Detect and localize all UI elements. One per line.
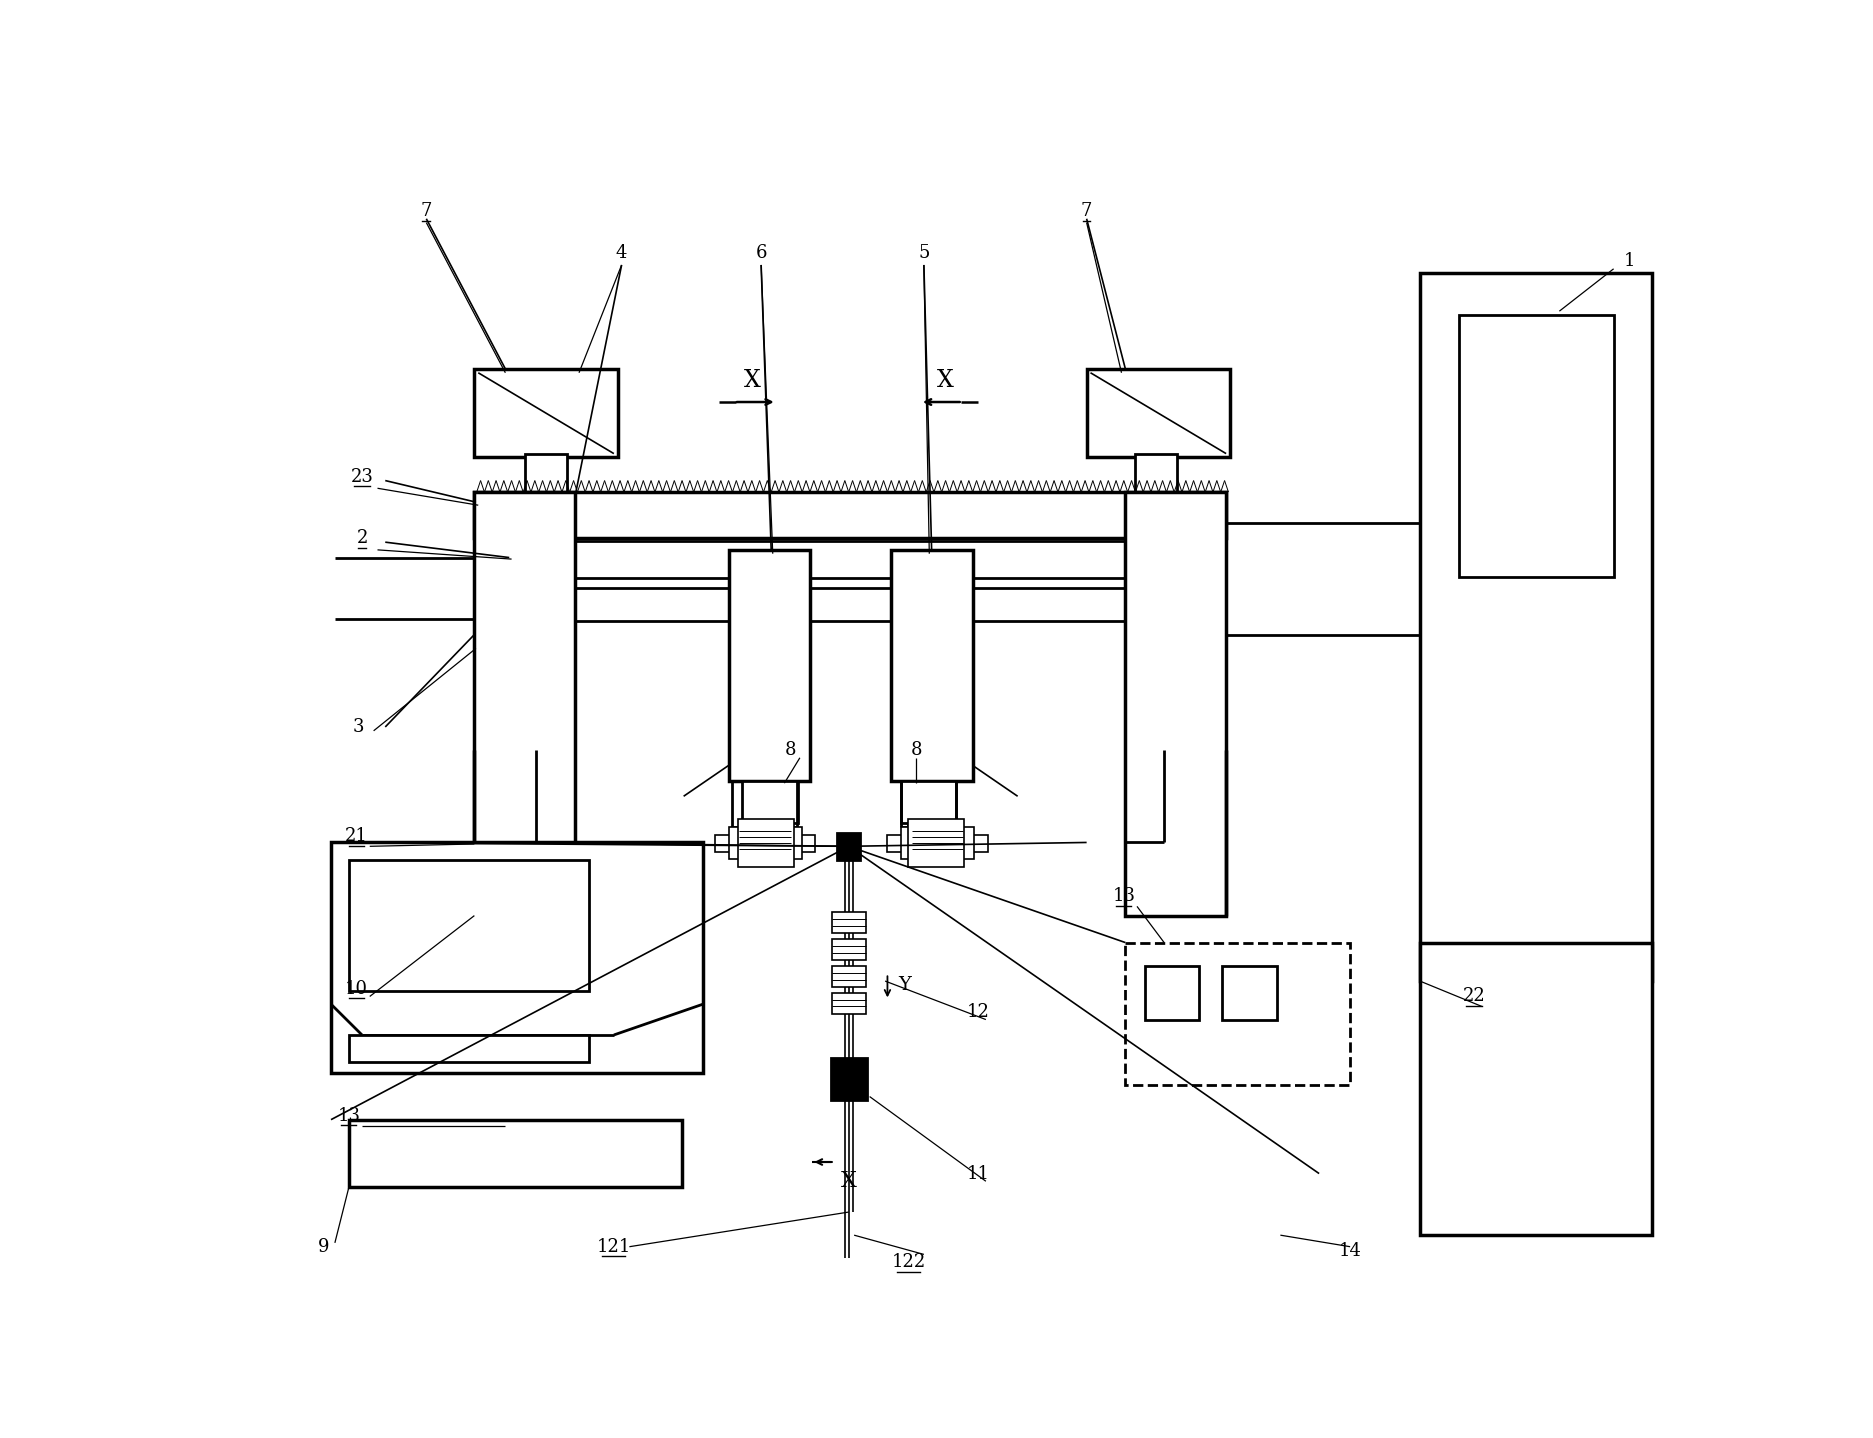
Text: 21: 21 (345, 827, 367, 846)
Bar (715, 835, 815, 851)
Bar (1126, 492, 1227, 916)
Bar (474, 370, 618, 457)
Bar (1144, 966, 1199, 1020)
Text: 13: 13 (1113, 887, 1135, 906)
Bar (832, 966, 865, 988)
Bar (332, 843, 702, 1073)
Text: 10: 10 (345, 979, 369, 998)
Bar (908, 823, 944, 847)
Bar (348, 860, 590, 991)
Text: 5: 5 (918, 244, 929, 262)
Bar (901, 781, 957, 823)
Text: 3: 3 (352, 718, 363, 736)
Bar (751, 823, 787, 847)
Bar (1223, 966, 1277, 1020)
Text: 23: 23 (350, 467, 373, 486)
Bar (524, 453, 568, 500)
Bar (729, 549, 809, 781)
Bar (888, 835, 989, 851)
Text: 11: 11 (966, 1165, 989, 1182)
Text: 4: 4 (616, 244, 627, 262)
Bar (474, 492, 1227, 538)
Text: 122: 122 (892, 1252, 925, 1271)
Bar (1086, 370, 1231, 457)
Text: 8: 8 (910, 741, 922, 759)
Text: 1: 1 (1624, 252, 1635, 270)
Bar (837, 833, 860, 860)
Bar (892, 549, 972, 781)
Bar (509, 588, 1191, 621)
Text: X: X (936, 370, 953, 393)
Text: Y: Y (897, 976, 910, 994)
Bar (832, 992, 865, 1014)
Bar (1135, 453, 1178, 500)
Bar (832, 939, 865, 961)
Text: 121: 121 (597, 1238, 631, 1255)
Bar (1420, 942, 1652, 1235)
Text: 22: 22 (1463, 988, 1485, 1005)
Bar (742, 781, 798, 823)
Bar (738, 820, 794, 867)
Bar (908, 820, 965, 867)
Text: 6: 6 (755, 244, 766, 262)
Text: X: X (744, 370, 760, 393)
Bar (832, 912, 865, 933)
Bar (1420, 273, 1652, 981)
Bar (901, 827, 974, 860)
Text: 13: 13 (337, 1107, 360, 1125)
Bar (1459, 315, 1615, 577)
Bar (729, 827, 802, 860)
Text: 14: 14 (1339, 1241, 1362, 1260)
Text: X: X (841, 1171, 856, 1192)
Text: 2: 2 (356, 529, 367, 548)
Text: 7: 7 (421, 203, 433, 220)
Bar (1126, 942, 1350, 1086)
Text: 12: 12 (966, 1002, 989, 1021)
Bar (474, 492, 575, 916)
Text: 9: 9 (318, 1238, 330, 1255)
Text: 8: 8 (785, 741, 796, 759)
Bar (832, 1058, 867, 1100)
Bar (348, 1035, 590, 1061)
Bar (509, 541, 1191, 578)
Bar (348, 1120, 682, 1188)
Text: 7: 7 (1081, 203, 1092, 220)
